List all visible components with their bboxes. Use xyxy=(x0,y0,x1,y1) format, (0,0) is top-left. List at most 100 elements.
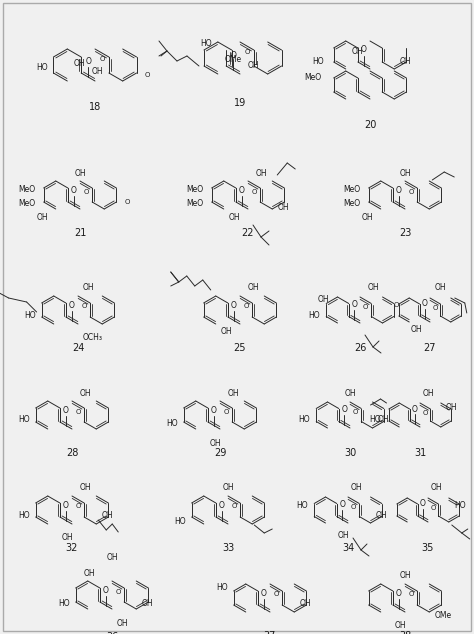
Text: 25: 25 xyxy=(234,343,246,353)
Text: HO: HO xyxy=(24,311,36,320)
Text: OH: OH xyxy=(375,510,387,519)
Text: OH: OH xyxy=(84,569,96,578)
Text: O: O xyxy=(396,186,402,195)
Text: HO: HO xyxy=(454,500,465,510)
Text: O: O xyxy=(361,45,367,54)
Text: O: O xyxy=(273,592,279,597)
Text: O: O xyxy=(363,304,368,310)
Text: O: O xyxy=(231,301,237,310)
Text: 24: 24 xyxy=(72,343,84,353)
Text: OH: OH xyxy=(248,61,260,70)
Text: OH: OH xyxy=(106,552,118,562)
Text: O: O xyxy=(75,503,81,510)
Text: OH: OH xyxy=(73,58,85,67)
Text: O: O xyxy=(231,503,237,510)
Text: O: O xyxy=(244,49,250,55)
Text: O: O xyxy=(341,405,347,414)
Text: OH: OH xyxy=(318,295,329,304)
Text: OH: OH xyxy=(117,619,128,628)
Text: OH: OH xyxy=(222,484,234,493)
Text: O: O xyxy=(261,589,267,598)
Text: OMe: OMe xyxy=(225,56,242,65)
Text: O: O xyxy=(82,304,87,309)
Text: 34: 34 xyxy=(342,543,354,553)
Text: MeO: MeO xyxy=(187,186,204,195)
Text: OH: OH xyxy=(248,283,260,292)
Text: O: O xyxy=(412,404,418,413)
Text: OH: OH xyxy=(351,484,363,493)
Text: OH: OH xyxy=(61,533,73,543)
Text: OH: OH xyxy=(299,598,311,607)
Text: OH: OH xyxy=(352,48,364,56)
Text: OH: OH xyxy=(101,510,113,519)
Text: HO: HO xyxy=(296,500,308,510)
Text: OH: OH xyxy=(446,403,457,411)
Text: MeO: MeO xyxy=(18,198,36,207)
Text: OH: OH xyxy=(256,169,268,178)
Text: OH: OH xyxy=(423,389,435,398)
Text: HO: HO xyxy=(370,415,381,425)
Text: OMe: OMe xyxy=(434,612,451,621)
Text: O: O xyxy=(211,406,217,415)
Text: O: O xyxy=(422,299,428,309)
Text: O: O xyxy=(396,589,402,598)
Text: 29: 29 xyxy=(214,448,226,458)
Text: 22: 22 xyxy=(242,228,254,238)
Text: O: O xyxy=(103,586,109,595)
Text: O: O xyxy=(219,501,225,510)
Text: OH: OH xyxy=(80,389,91,398)
Text: 35: 35 xyxy=(422,543,434,553)
Text: 27: 27 xyxy=(424,343,436,353)
Text: OH: OH xyxy=(209,439,221,448)
Text: OH: OH xyxy=(399,169,411,178)
Text: HO: HO xyxy=(216,583,228,593)
Text: O: O xyxy=(420,500,426,508)
Text: HO: HO xyxy=(36,63,47,72)
Text: MeO: MeO xyxy=(18,186,36,195)
Text: OH: OH xyxy=(91,67,103,75)
Text: OH: OH xyxy=(220,328,232,337)
Text: HO: HO xyxy=(308,311,319,320)
Text: HO: HO xyxy=(174,517,186,526)
Text: O: O xyxy=(99,56,105,62)
Text: HO: HO xyxy=(298,415,310,425)
Text: 37: 37 xyxy=(264,631,276,634)
Text: 21: 21 xyxy=(74,228,86,238)
Text: OH: OH xyxy=(399,571,411,581)
Text: OH: OH xyxy=(83,283,95,292)
Text: OH: OH xyxy=(228,212,240,221)
Text: O: O xyxy=(430,505,436,511)
Text: O: O xyxy=(409,592,414,597)
Text: OH: OH xyxy=(368,283,380,292)
Text: OH: OH xyxy=(377,415,389,425)
Text: O: O xyxy=(115,588,121,595)
Text: OH: OH xyxy=(36,212,48,221)
Text: MeO: MeO xyxy=(304,74,322,82)
Text: 19: 19 xyxy=(234,98,246,108)
Text: OH: OH xyxy=(74,169,86,178)
Text: O: O xyxy=(393,302,399,308)
Text: OH: OH xyxy=(399,56,411,65)
Text: MeO: MeO xyxy=(187,198,204,207)
Text: 38: 38 xyxy=(399,631,411,634)
Text: 26: 26 xyxy=(354,343,366,353)
Text: O: O xyxy=(251,188,257,195)
Text: OH: OH xyxy=(394,621,406,630)
Text: OH: OH xyxy=(141,598,153,607)
Text: HO: HO xyxy=(18,510,30,519)
Text: 23: 23 xyxy=(399,228,411,238)
Text: 28: 28 xyxy=(66,448,78,458)
Text: O: O xyxy=(63,406,69,415)
Text: OH: OH xyxy=(435,283,447,292)
Text: HO: HO xyxy=(18,415,30,425)
Text: OH: OH xyxy=(410,325,422,335)
Text: O: O xyxy=(75,408,81,415)
Text: HO: HO xyxy=(58,598,70,607)
Text: O: O xyxy=(239,186,245,195)
Text: O: O xyxy=(243,304,249,309)
Text: O: O xyxy=(223,408,229,415)
Text: 36: 36 xyxy=(106,632,118,634)
Text: O: O xyxy=(422,410,428,416)
Text: 31: 31 xyxy=(414,448,426,458)
Text: O: O xyxy=(145,72,150,78)
